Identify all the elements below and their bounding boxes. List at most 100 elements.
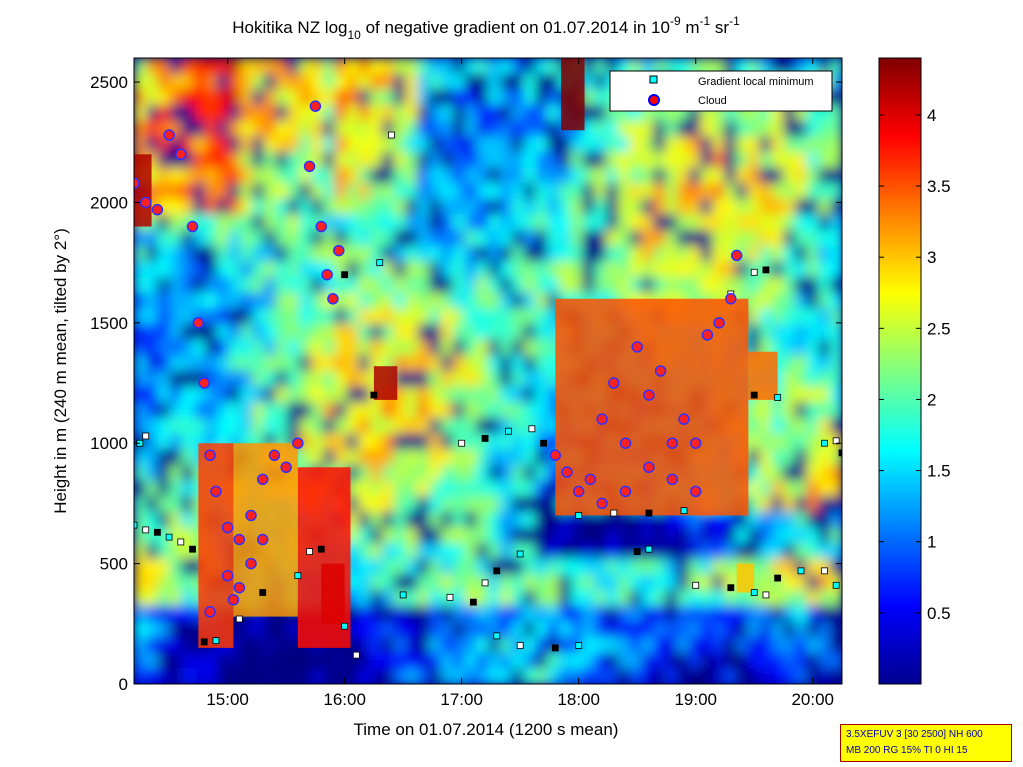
heatmap-cell xyxy=(204,120,218,138)
legend-box xyxy=(609,70,833,112)
heatmap-cell xyxy=(818,245,832,263)
heatmap-cell xyxy=(653,558,666,576)
cloud-point xyxy=(204,449,216,462)
heatmap-region xyxy=(373,366,398,400)
heatmap-cell xyxy=(476,245,489,263)
heatmap-cell xyxy=(452,652,466,670)
heatmap-cell xyxy=(771,58,784,75)
chart-title: Hokitika NZ log10 of negative gradient o… xyxy=(232,14,740,42)
heatmap-cell xyxy=(299,339,312,357)
heatmap-cell xyxy=(688,668,702,684)
heatmap-cell xyxy=(665,527,678,545)
heatmap-cell xyxy=(488,543,501,560)
heatmap-cell xyxy=(287,371,301,388)
heatmap-cell xyxy=(358,308,371,326)
heatmap-cell xyxy=(216,151,230,169)
heatmap-cell xyxy=(724,120,737,138)
heatmap-cell xyxy=(653,277,666,294)
heatmap-cell xyxy=(429,261,442,279)
heatmap-cell xyxy=(252,277,265,294)
heatmap-cell xyxy=(145,292,159,310)
heatmap-cell xyxy=(523,433,537,451)
heatmap-cell xyxy=(712,605,725,623)
heatmap-cell xyxy=(535,527,548,545)
heatmap-cell xyxy=(381,245,395,263)
heatmap-cell xyxy=(299,73,312,91)
heatmap-cell xyxy=(712,167,725,185)
heatmap-cell xyxy=(676,277,690,294)
heatmap-cell xyxy=(216,230,230,247)
heatmap-cell xyxy=(228,230,242,247)
heatmap-cell xyxy=(311,324,324,341)
heatmap-cell xyxy=(405,574,419,592)
heatmap-cell xyxy=(688,58,702,75)
heatmap-cell xyxy=(759,183,773,200)
heatmap-cell xyxy=(617,245,631,263)
heatmap-cell xyxy=(499,605,513,623)
heatmap-cell xyxy=(499,167,513,185)
cloud-point xyxy=(292,437,304,449)
heatmap-cell xyxy=(216,73,230,91)
heatmap-cell xyxy=(759,417,773,435)
heatmap-cell xyxy=(700,120,714,138)
gradient-min-point xyxy=(680,507,688,515)
heatmap-cell xyxy=(346,386,360,404)
heatmap-cell xyxy=(370,73,383,91)
heatmap-cell xyxy=(558,167,572,185)
cloud-point xyxy=(210,485,222,498)
heatmap-cell xyxy=(558,637,572,654)
heatmap-cell xyxy=(783,151,796,169)
heatmap-cell xyxy=(570,214,584,232)
heatmap-cell xyxy=(747,652,761,670)
heatmap-cell xyxy=(617,261,631,279)
heatmap-cell xyxy=(287,402,301,419)
heatmap-cell xyxy=(405,511,419,529)
heatmap-cell xyxy=(523,230,537,247)
heatmap-cell xyxy=(393,308,407,326)
heatmap-cell xyxy=(181,464,194,482)
heatmap-cell xyxy=(712,198,725,216)
heatmap-cell xyxy=(783,652,796,670)
heatmap-cell xyxy=(511,89,525,106)
heatmap-cell xyxy=(405,89,419,106)
heatmap-cell xyxy=(523,480,537,498)
heatmap-cell xyxy=(181,590,194,607)
heatmap-cell xyxy=(488,292,501,310)
info-line-2: MB 200 RG 15% TI 0 HI 15 xyxy=(846,745,968,756)
heatmap-cell xyxy=(606,151,619,169)
heatmap-cell xyxy=(275,308,289,326)
heatmap-cell xyxy=(405,652,419,670)
heatmap-cell xyxy=(488,433,501,451)
heatmap-cell xyxy=(806,136,820,153)
heatmap-cell xyxy=(417,605,430,623)
heatmap-cell xyxy=(688,214,702,232)
heatmap-cell xyxy=(393,277,407,294)
heatmap-cell xyxy=(735,652,749,670)
heatmap-cell xyxy=(511,668,525,684)
heatmap-cell xyxy=(252,198,265,216)
heatmap-cell xyxy=(499,621,513,639)
heatmap-cell xyxy=(157,58,171,75)
heatmap-cell xyxy=(606,214,619,232)
heatmap-cell xyxy=(417,652,430,670)
heatmap-cell xyxy=(181,558,194,576)
heatmap-cell xyxy=(547,58,560,75)
heatmap-cell xyxy=(275,198,289,216)
heatmap-cell xyxy=(393,183,407,200)
heatmap-cell xyxy=(157,449,171,466)
heatmap-cell xyxy=(204,198,218,216)
heatmap-cell xyxy=(204,652,218,670)
heatmap-cell xyxy=(476,621,489,639)
heatmap-cell xyxy=(440,58,454,75)
heatmap-cell xyxy=(263,198,277,216)
heatmap-cell xyxy=(299,89,312,106)
heatmap-cell xyxy=(783,58,796,75)
heatmap-cell xyxy=(134,120,147,138)
heatmap-cell xyxy=(452,120,466,138)
heatmap-cell xyxy=(488,230,501,247)
heatmap-cell xyxy=(193,339,206,357)
heatmap-cell xyxy=(452,543,466,560)
heatmap-cell xyxy=(275,292,289,310)
heatmap-cell xyxy=(405,637,419,654)
heatmap-cell xyxy=(204,355,218,372)
